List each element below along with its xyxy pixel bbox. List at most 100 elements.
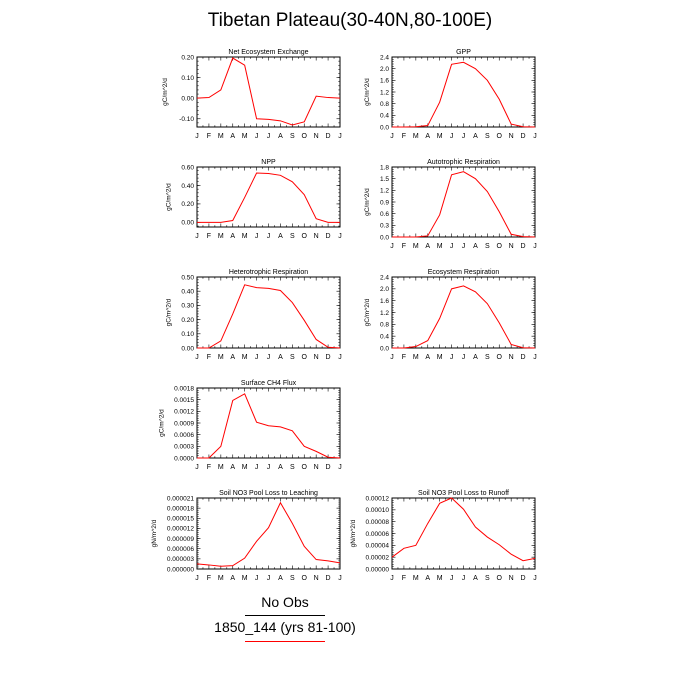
y-tick-label: 2.0 — [380, 66, 389, 73]
y-tick-label: 0.20 — [181, 317, 194, 324]
plot-frame — [391, 276, 536, 349]
x-tick-label: M — [218, 464, 224, 471]
x-tick-label: M — [242, 354, 248, 361]
x-tick-label: D — [326, 464, 331, 471]
x-tick-label: J — [450, 575, 454, 582]
y-tick-label: 0.00002 — [366, 554, 390, 561]
x-tick-label: S — [290, 575, 295, 582]
y-tick-label: 0.0006 — [174, 432, 194, 439]
x-tick-label: M — [218, 133, 224, 140]
x-tick-label: J — [390, 575, 394, 582]
x-tick-label: J — [338, 133, 342, 140]
x-tick-label: S — [290, 133, 295, 140]
x-tick-label: J — [195, 354, 199, 361]
x-tick-label: M — [242, 233, 248, 240]
y-axis-label: gC/m^2/d — [158, 409, 165, 437]
y-tick-label: 1.8 — [380, 164, 389, 171]
y-tick-label: 1.2 — [380, 310, 389, 317]
x-tick-label: M — [437, 354, 443, 361]
legend-obs-line — [245, 615, 325, 616]
series-line — [392, 61, 536, 128]
x-tick-label: F — [207, 233, 211, 240]
y-tick-label: 0.60 — [181, 164, 194, 171]
y-tick-label: 0.4 — [380, 113, 389, 120]
plot-frame — [196, 166, 341, 228]
x-tick-label: D — [326, 133, 331, 140]
x-tick-label: J — [390, 243, 394, 250]
x-tick-label: J — [267, 575, 271, 582]
x-tick-label: M — [242, 575, 248, 582]
y-tick-label: 0.000012 — [167, 526, 194, 533]
y-tick-label: 0.20 — [181, 54, 194, 61]
y-tick-label: 0.10 — [181, 75, 194, 82]
y-tick-label: 0.20 — [181, 201, 194, 208]
y-tick-label: 0.000009 — [167, 536, 194, 543]
y-tick-label: 0.0018 — [174, 385, 194, 392]
x-tick-label: M — [242, 464, 248, 471]
panel-title: Soil NO3 Pool Loss to Runoff — [418, 490, 509, 497]
x-tick-label: N — [509, 575, 514, 582]
y-tick-label: 0.0 — [380, 345, 389, 352]
panel-title: Autotrophic Respiration — [427, 159, 500, 166]
y-tick-label: 0.00006 — [366, 531, 390, 538]
x-tick-label: J — [255, 133, 259, 140]
legend-case-line — [245, 641, 325, 642]
y-tick-label: 0.0015 — [174, 397, 194, 404]
y-tick-label: 0.50 — [181, 274, 194, 281]
y-tick-label: 1.6 — [380, 78, 389, 85]
x-tick-label: J — [462, 133, 466, 140]
y-tick-label: 0.6 — [380, 211, 389, 218]
panel-title: Ecosystem Respiration — [428, 269, 500, 276]
x-tick-label: A — [425, 354, 430, 361]
x-tick-label: M — [413, 133, 419, 140]
y-tick-label: 0.10 — [181, 331, 194, 338]
y-tick-label: 2.4 — [380, 274, 389, 281]
y-tick-label: 0.00 — [181, 220, 194, 227]
x-tick-label: D — [521, 575, 526, 582]
x-tick-label: N — [314, 233, 319, 240]
series-line — [197, 284, 341, 349]
x-tick-label: A — [230, 464, 235, 471]
x-tick-label: O — [497, 133, 503, 140]
y-tick-label: 0.0012 — [174, 409, 194, 416]
x-tick-label: F — [402, 354, 406, 361]
y-tick-label: 0.000000 — [167, 566, 194, 573]
x-tick-label: A — [278, 133, 283, 140]
y-tick-label: 0.00012 — [366, 495, 390, 502]
x-tick-label: O — [302, 133, 308, 140]
y-axis-label: gC/m^2/d — [364, 298, 371, 326]
x-tick-label: O — [302, 233, 308, 240]
x-tick-label: A — [230, 233, 235, 240]
y-axis-label: gC/m^2/d — [162, 78, 169, 106]
series-line — [392, 171, 536, 238]
x-tick-label: F — [207, 133, 211, 140]
x-tick-label: J — [195, 575, 199, 582]
y-tick-label: -0.10 — [179, 116, 194, 123]
x-tick-label: J — [450, 243, 454, 250]
x-tick-label: A — [278, 464, 283, 471]
y-axis-label: gC/m^2/d — [364, 188, 371, 216]
panel-title: Net Ecosystem Exchange — [228, 49, 308, 56]
x-tick-label: M — [413, 354, 419, 361]
plot-frame — [196, 387, 341, 459]
x-tick-label: S — [485, 243, 490, 250]
x-tick-label: F — [402, 243, 406, 250]
x-tick-label: S — [290, 233, 295, 240]
y-tick-label: 2.4 — [380, 54, 389, 61]
figure-title: Tibetan Plateau(30-40N,80-100E) — [207, 10, 493, 31]
y-tick-label: 1.6 — [380, 298, 389, 305]
x-tick-label: J — [462, 243, 466, 250]
x-tick-label: F — [207, 354, 211, 361]
x-tick-label: M — [413, 575, 419, 582]
y-tick-label: 0.000018 — [167, 505, 194, 512]
panel-title: Soil NO3 Pool Loss to Leaching — [219, 490, 318, 497]
x-tick-label: J — [338, 233, 342, 240]
x-tick-label: S — [485, 354, 490, 361]
x-tick-label: F — [207, 464, 211, 471]
y-tick-label: 0.00 — [181, 95, 194, 102]
legend-obs-label: No Obs — [261, 594, 309, 610]
x-tick-label: J — [267, 464, 271, 471]
